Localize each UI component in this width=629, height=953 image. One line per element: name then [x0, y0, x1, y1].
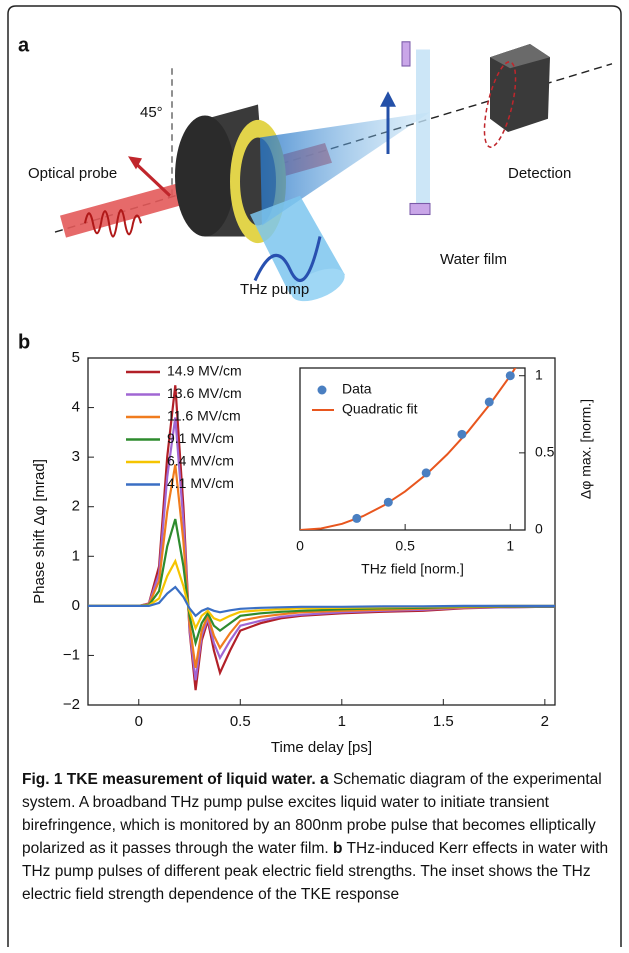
legend-label: 13.6 MV/cm	[167, 385, 242, 401]
y-tick-label: 5	[72, 349, 80, 366]
y-tick-label: 0	[535, 521, 543, 537]
data-point	[421, 468, 431, 478]
legend-label: 14.9 MV/cm	[167, 363, 242, 379]
legend-label: 4.1 MV/cm	[167, 475, 234, 491]
panel-label: b	[18, 331, 30, 353]
x-tick-label: 0.5	[395, 538, 415, 554]
plot-frame	[299, 367, 526, 531]
y-axis-label: Phase shift Δφ [mrad]	[31, 459, 48, 604]
caption-label: a	[320, 771, 329, 788]
y-tick-label: 2	[72, 498, 80, 515]
x-tick-label: 0	[135, 713, 143, 730]
x-tick-label: 1.5	[433, 713, 454, 730]
annotation: 45°	[140, 104, 163, 121]
x-tick-label: 2	[541, 713, 549, 730]
data-point	[505, 371, 515, 381]
x-axis-label: THz field [norm.]	[361, 561, 464, 577]
y-tick-label: 0.5	[535, 444, 555, 460]
caption: Fig. 1 TKE measurement of liquid water. …	[22, 768, 610, 906]
y-tick-label: 1	[72, 547, 80, 564]
data-line	[88, 464, 555, 668]
caption-title: Fig. 1 TKE measurement of liquid water.	[22, 771, 316, 788]
legend-label: 6.4 MV/cm	[167, 453, 234, 469]
y-tick-label: −2	[63, 696, 80, 713]
annotation: THz pump	[240, 281, 309, 298]
x-axis-label: Time delay [ps]	[271, 739, 372, 756]
annotation: Water film	[440, 251, 507, 268]
caption-label: b	[333, 840, 343, 857]
y-tick-label: 3	[72, 448, 80, 465]
caption-text: THz-induced Kerr effects in water with T…	[22, 840, 609, 903]
x-tick-label: 0	[296, 538, 304, 554]
y-tick-label: 1	[535, 366, 543, 382]
legend-swatch	[317, 385, 327, 395]
figure-border	[7, 5, 622, 947]
legend-label: Data	[342, 381, 372, 397]
data-point	[352, 513, 362, 523]
y-tick-label: 0	[72, 597, 80, 614]
data-line	[88, 585, 555, 618]
y-tick-label: −1	[63, 646, 80, 663]
panel-label: a	[18, 34, 30, 56]
data-point	[383, 497, 393, 507]
data-point	[457, 429, 467, 439]
x-tick-label: 0.5	[230, 713, 251, 730]
y-axis-label: Δφ max. [norm.]	[578, 399, 594, 499]
annotation: Detection	[508, 165, 571, 182]
legend-label: 9.1 MV/cm	[167, 430, 234, 446]
legend-label: Quadratic fit	[342, 401, 418, 417]
schematic	[54, 41, 613, 302]
x-tick-label: 1	[338, 713, 346, 730]
x-tick-label: 1	[506, 538, 514, 554]
legend-label: 11.6 MV/cm	[167, 408, 241, 424]
data-point	[484, 397, 494, 407]
plot-frame	[87, 357, 556, 706]
caption-text: Schematic diagram of the experimental sy…	[22, 771, 602, 857]
annotation: Optical probe	[28, 165, 117, 182]
y-tick-label: 4	[72, 399, 80, 416]
